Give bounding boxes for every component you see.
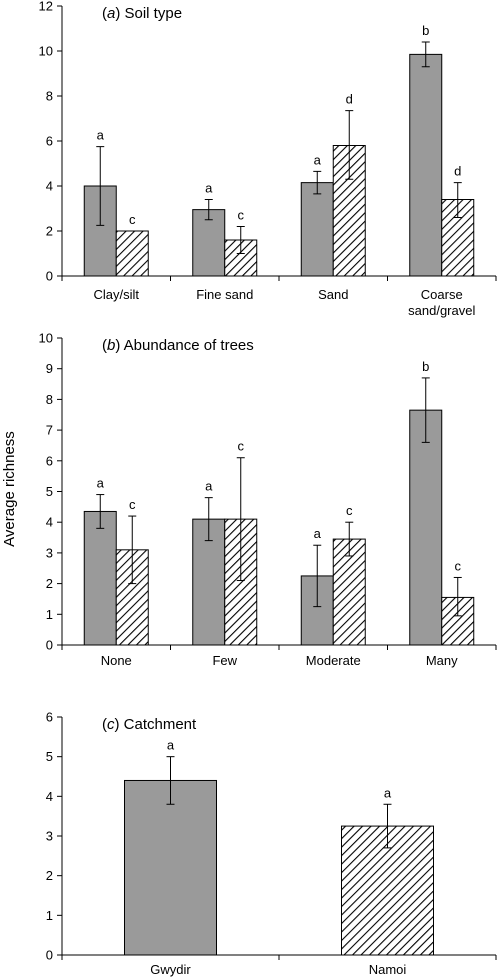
y-tick-label: 6 (46, 453, 53, 468)
bar-gray (300, 182, 334, 277)
significance-letter: d (454, 164, 461, 179)
y-tick-label: 2 (46, 868, 53, 883)
y-tick-label: 8 (46, 89, 53, 104)
y-tick-label: 9 (46, 361, 53, 376)
significance-letter: c (129, 497, 136, 512)
category-label: Namoi (369, 962, 407, 977)
significance-letter: a (205, 181, 213, 196)
significance-letter: a (314, 152, 322, 167)
bar-gray (409, 409, 443, 646)
category-label: Coarse (421, 287, 463, 302)
y-tick-label: 10 (39, 331, 53, 346)
significance-letter: c (346, 503, 353, 518)
chart-panel-c: 0 1 2 3 4 5 6 (c) Catchment Gwydir Namoi a a (46, 710, 497, 977)
y-tick-label: 0 (46, 638, 53, 653)
y-tick-label: 6 (46, 710, 53, 725)
y-tick-label: 3 (46, 829, 53, 844)
y-tick-label: 2 (46, 224, 53, 239)
panel-title: (b) Abundance of trees (102, 337, 254, 354)
bar-gray (83, 510, 117, 646)
significance-letter: c (238, 208, 245, 223)
y-tick-label: 3 (46, 545, 53, 560)
significance-letter: a (384, 785, 392, 800)
y-tick-label: 6 (46, 134, 53, 149)
y-tick-label: 1 (46, 908, 53, 923)
y-tick-label: 4 (46, 515, 53, 530)
bar-gray (124, 779, 217, 956)
bar-hatched (115, 230, 149, 277)
category-label: Moderate (306, 653, 361, 668)
panel-title: (a) Soil type (102, 5, 182, 22)
significance-letter: a (205, 479, 213, 494)
y-axis-title: Average richness (1, 431, 18, 547)
panel-title: (c) Catchment (102, 716, 197, 733)
y-tick-label: 2 (46, 576, 53, 591)
category-label: Many (426, 653, 458, 668)
category-label: None (101, 653, 132, 668)
chart-panel-a: 0 2 4 6 8 10 12 (a) Soil type Clay/silt Fine sand… (39, 0, 497, 318)
y-tick-label: 4 (46, 179, 53, 194)
significance-letter: c (238, 439, 245, 454)
y-tick-label: 1 (46, 607, 53, 622)
category-label: Sand (318, 287, 348, 302)
y-tick-label: 12 (39, 0, 53, 14)
significance-letter: a (97, 128, 105, 143)
significance-letter: a (167, 738, 175, 753)
category-label: Clay/silt (93, 287, 139, 302)
y-tick-label: 5 (46, 484, 53, 499)
bar-gray (409, 53, 443, 277)
y-tick-label: 7 (46, 423, 53, 438)
significance-letter: c (129, 212, 136, 227)
chart-panel-b: 0 1 2 3 4 5 6 7 8 9 10 (b) Abundance of trees None Fe… (39, 331, 497, 668)
category-label: Few (212, 653, 237, 668)
y-tick-label: 0 (46, 269, 53, 284)
y-tick-label: 0 (46, 948, 53, 963)
y-tick-label: 8 (46, 392, 53, 407)
significance-letter: a (314, 526, 322, 541)
significance-letter: c (455, 558, 462, 573)
y-tick-label: 5 (46, 749, 53, 764)
significance-letter: b (422, 23, 429, 38)
category-label: Fine sand (196, 287, 253, 302)
category-label: Gwydir (150, 962, 191, 977)
significance-letter: b (422, 359, 429, 374)
significance-letter: d (346, 92, 353, 107)
y-tick-label: 10 (39, 44, 53, 59)
category-label: sand/gravel (408, 303, 475, 318)
significance-letter: a (97, 476, 105, 491)
y-tick-label: 4 (46, 789, 53, 804)
